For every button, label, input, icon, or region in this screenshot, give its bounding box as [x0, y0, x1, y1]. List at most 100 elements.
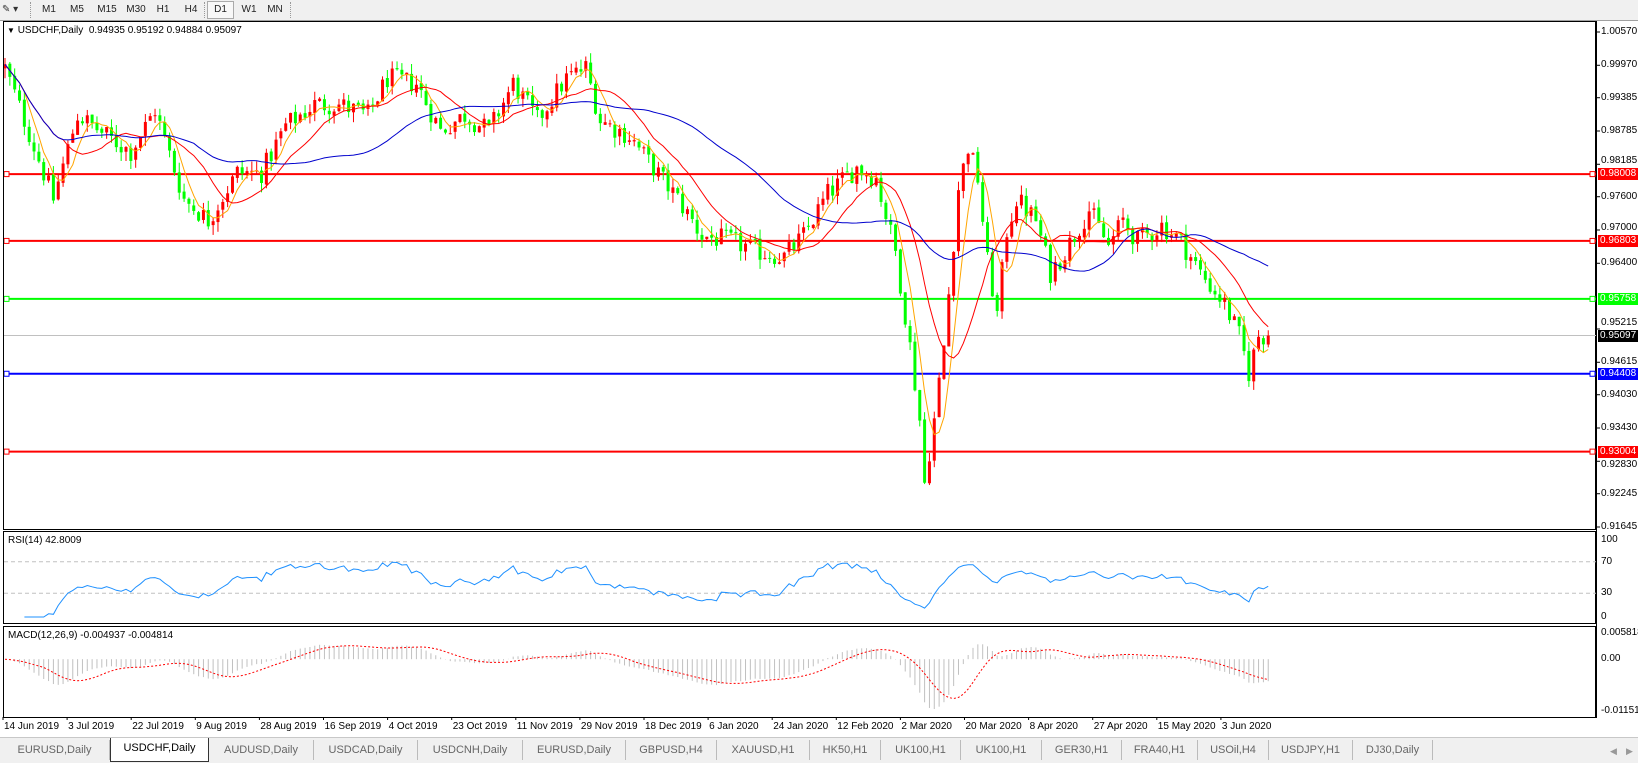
macd-plot [4, 644, 1269, 710]
candle [947, 287, 951, 347]
date-label: 6 Jan 2020 [709, 721, 759, 732]
price-plot [4, 53, 1596, 486]
chart-tab[interactable]: GER30,H1 [1042, 740, 1122, 760]
timeframe-w1[interactable]: W1 [241, 4, 257, 15]
level-handle-right[interactable] [1589, 295, 1596, 302]
level-handle-right[interactable] [1589, 171, 1596, 178]
candle [497, 109, 501, 123]
candle [1257, 330, 1261, 352]
scroll-right-icon[interactable]: ▶ [1626, 746, 1633, 756]
candle [860, 164, 864, 181]
macd-panel[interactable] [3, 626, 1596, 718]
candle [90, 114, 94, 129]
chart-tab[interactable]: FRA40,H1 [1122, 740, 1198, 760]
candle [656, 161, 660, 181]
chart-tab[interactable]: EURUSD,Daily [523, 740, 626, 760]
chart-tab[interactable]: USOil,H4 [1198, 740, 1269, 760]
chart-tab[interactable]: AUDUSD,Daily [209, 740, 314, 760]
timeframe-h4[interactable]: H4 [184, 4, 198, 15]
timeframe-m15[interactable]: M15 [97, 4, 117, 15]
candle [681, 184, 685, 217]
candle [395, 61, 399, 71]
rsi-panel[interactable] [3, 531, 1596, 624]
candle [434, 116, 438, 125]
timeframe-d1[interactable]: D1 [207, 1, 234, 19]
candle [511, 74, 515, 96]
level-handle-left[interactable] [4, 370, 10, 377]
candle [1237, 316, 1241, 335]
level-handle-right[interactable] [1589, 370, 1596, 377]
triangle-down-icon[interactable]: ▼ [7, 26, 15, 35]
chart-tab[interactable]: DJ30,Daily [1353, 740, 1433, 760]
moving-average-line-1 [4, 63, 1269, 436]
macd-tick-label: 0.005818 [1601, 627, 1638, 638]
chart-tab[interactable]: USDJPY,H1 [1269, 740, 1353, 760]
date-label: 15 May 2020 [1157, 721, 1216, 732]
candle [903, 292, 907, 328]
level-handle-left[interactable] [4, 237, 10, 244]
price-tick-label: 0.99385 [1601, 92, 1638, 103]
scroll-left-icon[interactable]: ◀ [1610, 746, 1617, 756]
candle [255, 161, 259, 174]
chart-tab[interactable]: HK50,H1 [810, 740, 881, 760]
level-handle-right[interactable] [1589, 237, 1596, 244]
candle [1136, 230, 1140, 252]
timeframe-m30[interactable]: M30 [126, 4, 146, 15]
level-price-label: 0.95758 [1598, 293, 1638, 305]
candle [482, 113, 486, 137]
date-label: 20 Mar 2020 [965, 721, 1022, 732]
candle [27, 119, 31, 146]
level-handle-left[interactable] [4, 295, 10, 302]
candle [1005, 233, 1009, 269]
chart-tab[interactable]: UK100,H1 [881, 740, 961, 760]
chart-tab[interactable]: GBPUSD,H4 [626, 740, 717, 760]
candle [8, 61, 12, 86]
chart-tab[interactable]: UK100,H1 [961, 740, 1042, 760]
level-handle-left[interactable] [4, 448, 10, 455]
macd-tick-label: -0.011514 [1601, 705, 1638, 716]
candle [1102, 217, 1106, 238]
candle [1213, 285, 1217, 301]
candle [356, 100, 360, 107]
price-tick-label: 0.98185 [1601, 155, 1638, 166]
candle [526, 87, 530, 100]
timeframe-m1[interactable]: M1 [42, 4, 56, 15]
candle [211, 217, 215, 235]
chart-tab[interactable]: EURUSD,Daily [0, 740, 110, 760]
price-tick-label: 0.95215 [1601, 317, 1638, 328]
candle [197, 210, 201, 222]
candle [821, 191, 825, 211]
candle [177, 162, 181, 200]
candle [366, 99, 370, 116]
level-handle-right[interactable] [1589, 448, 1596, 455]
candle [976, 147, 980, 185]
candle [652, 152, 656, 183]
chart-tab[interactable]: XAUUSD,H1 [717, 740, 810, 760]
candle [806, 216, 810, 231]
timeframe-mn[interactable]: MN [267, 4, 283, 15]
candle [37, 143, 41, 164]
price-tick-label: 0.94030 [1601, 389, 1638, 400]
candle [42, 158, 46, 186]
level-handle-left[interactable] [4, 171, 10, 178]
price-tick-label: 0.97600 [1601, 191, 1638, 202]
candle [22, 90, 26, 136]
chart-tab[interactable]: USDCNH,Daily [418, 740, 523, 760]
chart-tab[interactable]: USDCAD,Daily [314, 740, 418, 760]
line-studies-dropdown[interactable]: ✎ ▾ [2, 2, 26, 18]
candle [443, 128, 447, 135]
toolbar-separator [204, 2, 207, 18]
rsi-title: RSI(14) 42.8009 [8, 535, 82, 546]
candle [337, 98, 341, 113]
candle [850, 167, 854, 184]
rsi-tick-label: 30 [1601, 587, 1613, 598]
candle [835, 169, 839, 205]
chart-tab[interactable]: USDCHF,Daily [110, 738, 209, 762]
timeframe-h1[interactable]: H1 [156, 4, 170, 15]
candle [1223, 291, 1227, 310]
candle [1121, 207, 1125, 228]
candle [1189, 253, 1193, 270]
main-chart-panel[interactable] [3, 21, 1596, 530]
price-tick-label: 0.91645 [1601, 521, 1638, 532]
timeframe-m5[interactable]: M5 [70, 4, 84, 15]
